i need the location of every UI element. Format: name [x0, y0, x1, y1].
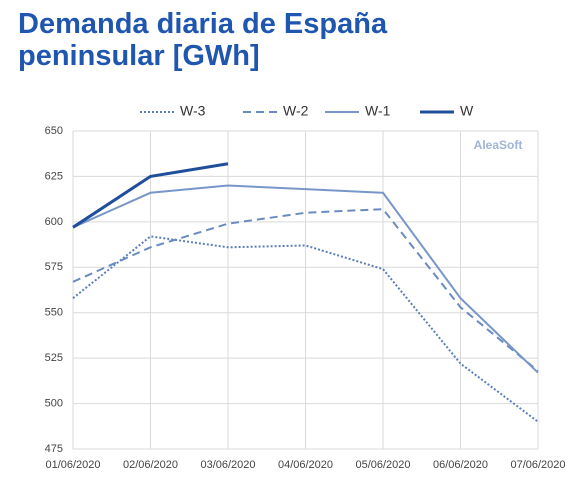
x-tick-label: 07/06/2020 [510, 459, 565, 471]
legend-label: W [460, 103, 474, 119]
y-tick-label: 475 [45, 443, 63, 455]
legend-label: W-2 [283, 103, 309, 119]
series-line [72, 208, 539, 372]
x-tick-label: 02/06/2020 [123, 459, 178, 471]
series-line [72, 184, 539, 374]
y-tick-label: 525 [45, 352, 63, 364]
y-tick-label: 500 [45, 397, 63, 409]
legend-label: W-1 [365, 103, 391, 119]
x-tick-label: 03/06/2020 [200, 459, 255, 471]
series-line [72, 162, 229, 229]
y-tick-label: 600 [45, 216, 63, 228]
watermark: AleaSoft [474, 138, 523, 152]
x-tick-label: 04/06/2020 [278, 459, 333, 471]
y-tick-label: 625 [45, 170, 63, 182]
x-tick-label: 06/06/2020 [433, 459, 488, 471]
y-tick-label: 650 [45, 125, 63, 137]
y-tick-label: 575 [45, 261, 63, 273]
x-tick-label: 01/06/2020 [45, 459, 100, 471]
y-tick-label: 550 [45, 307, 63, 319]
x-tick-label: 05/06/2020 [355, 459, 410, 471]
chart-title: Demanda diaria de España peninsular [GWh… [18, 8, 388, 72]
legend-label: W-3 [180, 103, 206, 119]
